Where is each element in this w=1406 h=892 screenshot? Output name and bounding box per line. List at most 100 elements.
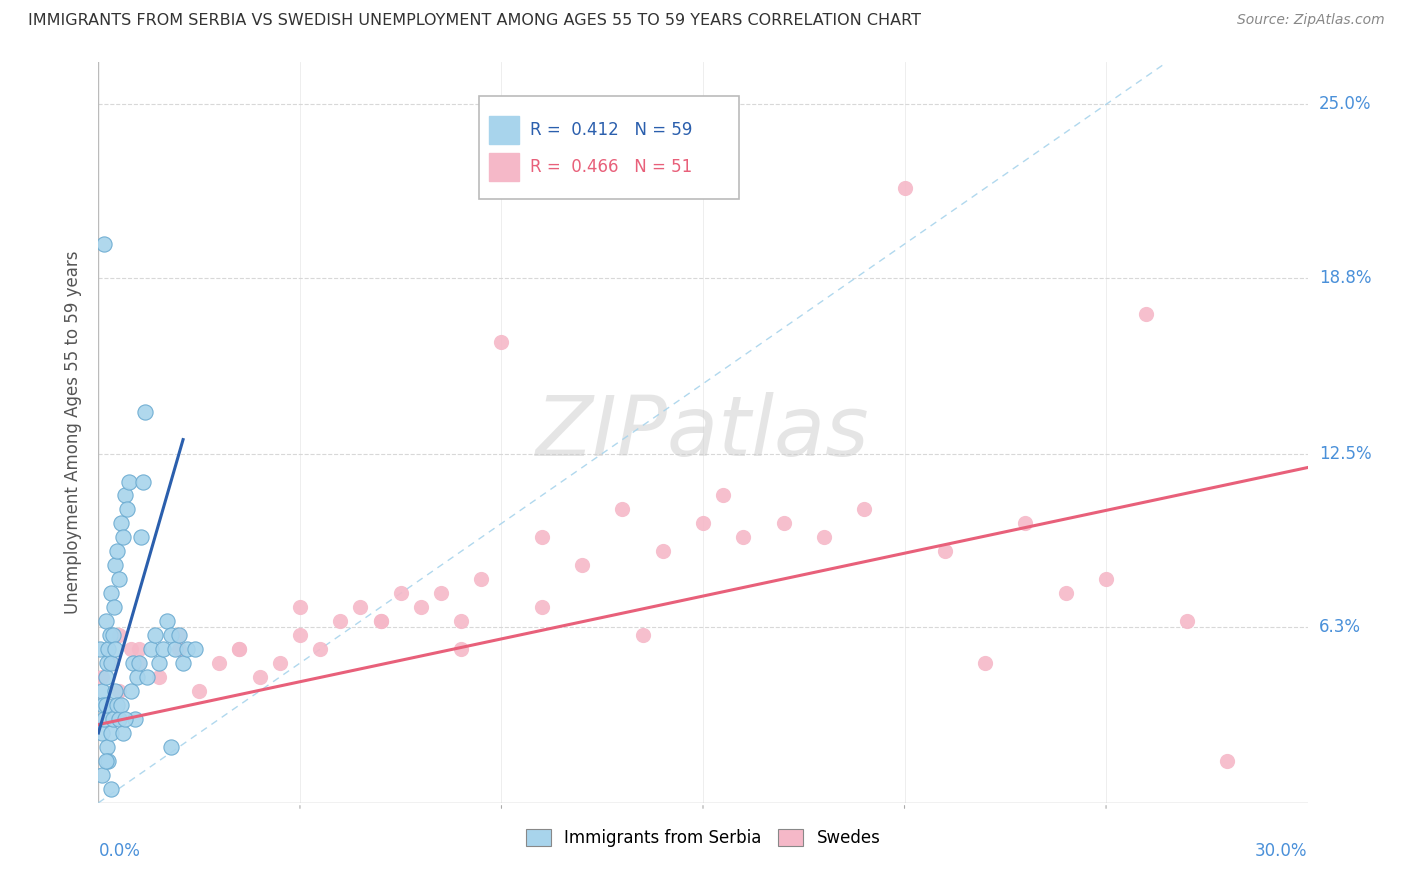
Point [309, 642, 332, 657]
Text: ZIPatlas: ZIPatlas [536, 392, 870, 473]
Point [249, 670, 271, 684]
Point [91, 698, 114, 712]
Point [128, 642, 150, 657]
Text: 18.8%: 18.8% [1319, 268, 1371, 286]
Point [167, 628, 190, 642]
Point [96, 614, 118, 628]
Point [893, 181, 915, 195]
Text: 25.0%: 25.0% [1319, 95, 1371, 113]
Point [148, 656, 170, 670]
Point [934, 544, 956, 558]
Point [450, 642, 472, 657]
Bar [489, 116, 519, 144]
Point [89, 642, 111, 657]
Point [172, 656, 194, 670]
Point [93, 712, 115, 726]
Point [114, 712, 136, 726]
Point [101, 628, 124, 642]
Point [101, 712, 124, 726]
Point [571, 558, 593, 573]
Point [853, 502, 876, 516]
Point [1095, 572, 1118, 586]
Bar [489, 153, 519, 181]
Point [121, 656, 143, 670]
Point [111, 726, 134, 740]
Point [107, 628, 129, 642]
Point [813, 530, 835, 544]
Point [124, 712, 146, 726]
Point [94, 698, 117, 712]
Point [692, 516, 714, 531]
Point [96, 739, 118, 754]
Point [389, 586, 412, 600]
Point [530, 530, 553, 544]
Point [129, 530, 152, 544]
FancyBboxPatch shape [479, 95, 740, 200]
Text: IMMIGRANTS FROM SERBIA VS SWEDISH UNEMPLOYMENT AMONG AGES 55 TO 59 YEARS CORRELA: IMMIGRANTS FROM SERBIA VS SWEDISH UNEMPL… [28, 13, 921, 29]
Point [288, 628, 311, 642]
Point [409, 600, 432, 615]
Point [228, 642, 250, 657]
Point [1175, 614, 1198, 628]
Point [167, 642, 190, 657]
Point [288, 600, 311, 615]
Point [160, 628, 183, 642]
Text: R =  0.412   N = 59: R = 0.412 N = 59 [530, 120, 693, 139]
Point [208, 656, 231, 670]
Text: Source: ZipAtlas.com: Source: ZipAtlas.com [1237, 13, 1385, 28]
Point [115, 502, 138, 516]
Point [430, 586, 453, 600]
Point [97, 642, 120, 657]
Point [167, 628, 190, 642]
Point [139, 642, 162, 657]
Point [651, 544, 673, 558]
Point [1216, 754, 1239, 768]
Text: 6.3%: 6.3% [1319, 618, 1361, 636]
Point [118, 475, 141, 489]
Point [93, 237, 115, 252]
Point [269, 656, 291, 670]
Point [128, 656, 150, 670]
Legend: Immigrants from Serbia, Swedes: Immigrants from Serbia, Swedes [519, 822, 887, 854]
Text: R =  0.466   N = 51: R = 0.466 N = 51 [530, 158, 692, 176]
Point [91, 670, 114, 684]
Point [184, 642, 207, 657]
Point [105, 698, 128, 712]
Point [176, 642, 198, 657]
Point [103, 684, 125, 698]
Point [100, 781, 122, 796]
Point [98, 628, 121, 642]
Point [733, 530, 755, 544]
Point [156, 614, 179, 628]
Point [1135, 307, 1157, 321]
Point [1014, 516, 1036, 531]
Point [450, 614, 472, 628]
Point [163, 642, 186, 657]
Point [228, 642, 250, 657]
Text: 30.0%: 30.0% [1256, 842, 1308, 860]
Point [772, 516, 794, 531]
Point [370, 614, 392, 628]
Point [370, 614, 392, 628]
Point [612, 502, 634, 516]
Point [90, 684, 112, 698]
Point [530, 600, 553, 615]
Point [631, 628, 654, 642]
Point [1054, 586, 1077, 600]
Point [94, 670, 117, 684]
Point [120, 684, 142, 698]
Point [103, 600, 125, 615]
Point [97, 754, 120, 768]
Point [107, 684, 129, 698]
Point [110, 698, 132, 712]
Point [470, 572, 492, 586]
Point [110, 516, 132, 531]
Point [132, 475, 155, 489]
Point [100, 656, 122, 670]
Point [103, 558, 125, 573]
Point [128, 656, 150, 670]
Point [104, 642, 127, 657]
Point [107, 572, 129, 586]
Point [349, 600, 371, 615]
Text: 0.0%: 0.0% [98, 842, 141, 860]
